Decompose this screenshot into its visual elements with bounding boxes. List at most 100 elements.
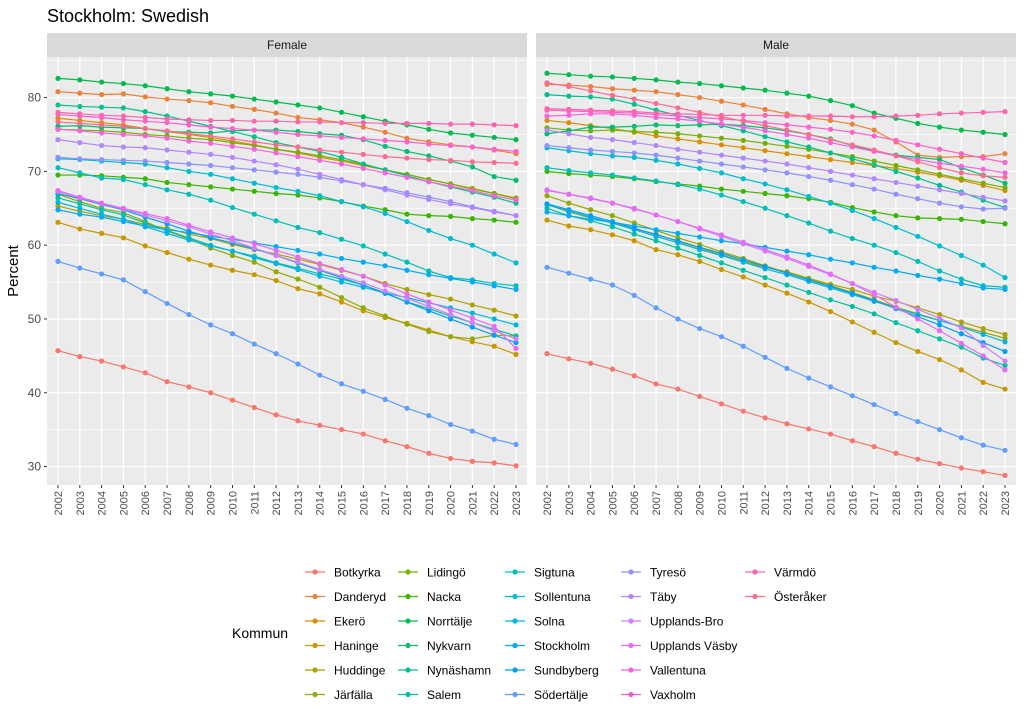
data-point [609, 224, 616, 230]
data-point [317, 251, 323, 257]
data-point [544, 131, 550, 137]
data-point [609, 148, 616, 155]
data-point [317, 133, 323, 139]
data-point [849, 235, 855, 242]
data-point [740, 85, 746, 91]
legend-label: Järfälla [334, 688, 373, 702]
data-point [980, 173, 986, 179]
data-point [229, 252, 236, 259]
legend-label: Värmdö [774, 566, 816, 580]
data-point [827, 156, 834, 163]
data-point [784, 122, 790, 128]
data-point [208, 91, 214, 97]
data-point [936, 243, 943, 249]
data-point [295, 119, 301, 125]
y-tick-label: 60 [28, 238, 42, 252]
data-point [806, 93, 812, 99]
data-point [295, 254, 301, 260]
data-point [99, 358, 105, 364]
data-point [936, 315, 943, 321]
data-point [142, 243, 148, 249]
data-point [675, 182, 681, 188]
data-point [99, 92, 105, 98]
x-tick-label: 2022 [489, 491, 501, 515]
data-point [55, 203, 61, 209]
data-point [295, 171, 301, 177]
x-tick-label: 2022 [978, 491, 990, 515]
data-point [849, 303, 855, 310]
data-point [958, 435, 964, 441]
data-point [893, 450, 899, 456]
x-tick-label: 2009 [695, 491, 707, 515]
data-point [653, 77, 659, 83]
data-point [208, 390, 214, 396]
data-point [806, 173, 812, 180]
data-point [164, 379, 170, 385]
data-point [447, 142, 454, 149]
data-point [295, 144, 301, 150]
data-point [491, 328, 497, 334]
data-point [1002, 472, 1008, 479]
data-point [697, 139, 703, 145]
data-point [958, 170, 964, 176]
data-point [849, 207, 855, 214]
series-line [57, 128, 517, 201]
data-point [208, 171, 214, 177]
legend-key-point [312, 642, 318, 649]
data-point [426, 328, 432, 335]
data-point [404, 286, 410, 293]
data-point [631, 238, 637, 244]
data-point [164, 159, 170, 166]
data-point [609, 137, 616, 143]
data-point [871, 216, 877, 222]
data-point [208, 322, 214, 328]
data-point [784, 113, 790, 119]
data-point [382, 137, 388, 143]
legend-label: Stockholm [534, 639, 590, 653]
data-point [784, 131, 790, 138]
legend-key-point [752, 569, 758, 575]
data-point [544, 113, 550, 119]
data-point [849, 280, 855, 287]
data-point [784, 421, 790, 427]
data-point [208, 151, 214, 158]
data-point [893, 268, 899, 274]
data-point [609, 232, 616, 238]
data-point [827, 137, 834, 143]
data-point [784, 270, 790, 276]
data-point [631, 292, 637, 298]
data-point [404, 299, 410, 305]
legend-key-point [628, 642, 634, 649]
series-line [546, 170, 1006, 225]
legend-key-point [312, 691, 318, 698]
series-line [57, 156, 517, 217]
series-sodertalje [55, 258, 519, 448]
data-point [871, 176, 877, 182]
data-point [360, 151, 366, 158]
data-point [544, 209, 550, 215]
data-point [1002, 170, 1008, 176]
panel-female: Female 2002 2003 2004 2005 2006 2007 2008 2009 20… [28, 33, 527, 515]
data-point [653, 89, 659, 95]
data-point [469, 315, 475, 321]
data-point [491, 251, 497, 257]
data-point [251, 167, 257, 173]
data-point [893, 213, 899, 219]
data-point [229, 267, 236, 273]
data-point [675, 123, 681, 129]
data-point [675, 386, 681, 392]
legend-item-jarfalla: Järfälla [305, 688, 373, 702]
data-point [697, 244, 703, 250]
data-point [55, 137, 61, 143]
data-point [142, 94, 148, 100]
data-point [675, 105, 681, 111]
data-point [718, 135, 725, 141]
data-point [718, 401, 725, 407]
data-point [295, 192, 301, 198]
data-point [382, 154, 388, 160]
data-point [762, 205, 768, 211]
data-point [806, 426, 812, 432]
data-point [827, 384, 834, 390]
legend-key-point [512, 642, 518, 649]
